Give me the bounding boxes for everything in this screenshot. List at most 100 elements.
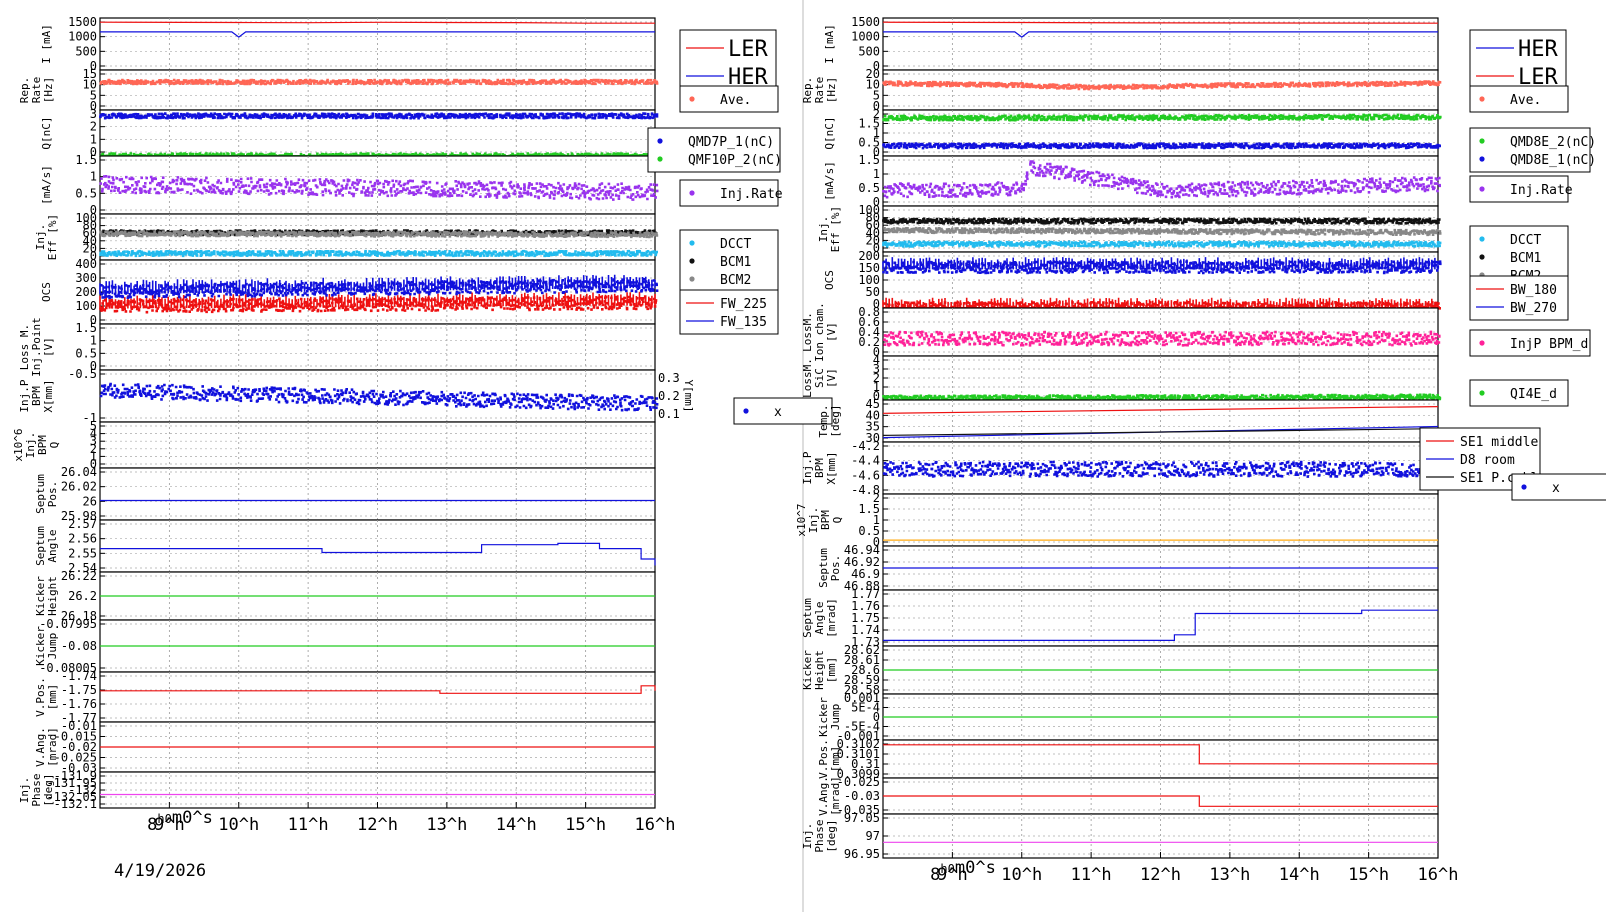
series-dots-bw-270 xyxy=(882,257,1442,275)
y-axis-label: Pos. xyxy=(46,481,59,508)
y2-axis-label: Y[mm] xyxy=(682,379,695,412)
y-axis-label: Rep. xyxy=(18,77,31,104)
x-axis-left: 8h0m0^s9^h 10^h 11^h 12^h 13^h 14^h 15^h 16^h xyxy=(99,802,675,835)
y-axis-label: Temp. xyxy=(817,404,830,437)
series-dots-dcct xyxy=(99,249,659,258)
legend-swatch-dot xyxy=(1479,254,1485,260)
panel-inj-rate: 1.5 1 0.5 0 [mA/s] xyxy=(40,153,659,217)
y-axis-label: Septum xyxy=(801,598,814,638)
y-tick-label: 1 xyxy=(873,167,880,181)
y-tick-label: 28.61 xyxy=(844,653,880,667)
legend-box: Inj.Rate xyxy=(679,179,783,207)
y-tick-label: 0.5 xyxy=(75,346,97,360)
legend-box: x xyxy=(1511,473,1606,501)
legend-swatch-dot xyxy=(1479,236,1485,242)
y-tick-label: 40 xyxy=(83,234,97,248)
y-axis-label: Inj. xyxy=(807,507,820,534)
legend-frame xyxy=(733,397,833,425)
legend-swatch-dot xyxy=(689,190,695,196)
y-axis-label: Inj. xyxy=(801,823,814,850)
y-tick-label: 200 xyxy=(75,285,97,299)
x-tick-label: 10^h xyxy=(218,815,259,835)
y-tick-label: 1.73 xyxy=(851,635,880,649)
series-line-her xyxy=(883,31,1438,38)
x-tick-label: 12^h xyxy=(1140,865,1181,885)
legend-label: DCCT xyxy=(720,237,751,252)
y-axis-label: [deg] xyxy=(42,773,55,806)
legend-frame xyxy=(1469,175,1569,203)
series-line-septum-angle xyxy=(883,609,1438,641)
series-line-ler xyxy=(99,21,655,24)
y-tick-label: -0.08005 xyxy=(39,661,97,675)
series-dots-inj-rate xyxy=(882,160,1441,199)
legend-frame xyxy=(679,179,779,207)
y-tick-label: 97.05 xyxy=(844,811,880,825)
y-axis-label: Rate xyxy=(813,77,826,104)
series-marks xyxy=(99,230,659,239)
series-line-ler xyxy=(882,21,1439,24)
legend-label: Ave. xyxy=(1510,93,1541,108)
x-tick-label: 16^h xyxy=(1418,865,1459,885)
legend-frame xyxy=(1511,473,1606,501)
y-tick-label: 0.5 xyxy=(858,524,880,538)
y-axis-label: Q xyxy=(48,442,61,449)
series-dots-inj-rate xyxy=(99,175,659,201)
y-tick-label: -0.5 xyxy=(68,367,97,381)
legend-box: DCCT BCM1 BCM2 xyxy=(679,229,779,293)
y-tick-label: 10 xyxy=(866,78,880,92)
y-tick-label: 0.2 xyxy=(858,335,880,349)
series-line-her xyxy=(100,31,655,38)
y-tick-label: 0.8 xyxy=(858,305,880,319)
y-tick-label: -1.77 xyxy=(61,711,97,725)
panel-v-ang: -0.025-0.03-0.035 V.Ang. [mrad] xyxy=(817,775,1439,817)
y-tick-label: 1 xyxy=(873,380,880,394)
y2-tick-label: 0.1 xyxy=(658,407,680,421)
y-tick-label: 1.76 xyxy=(851,599,880,613)
y-tick-label: 26 xyxy=(83,494,97,508)
series-marks xyxy=(882,460,1442,478)
y-axis-label: Kicker xyxy=(34,626,47,666)
x-tick-label: 11^h xyxy=(288,815,329,835)
legend-label: DCCT xyxy=(1510,233,1541,248)
y-axis-label: Height xyxy=(46,576,59,616)
legend-label: QMD7P_1(nC) xyxy=(688,135,774,150)
y-axis-label: Septum xyxy=(817,548,830,588)
y-axis-label: [mA/s] xyxy=(823,161,836,201)
y-tick-label: 2 xyxy=(873,107,880,121)
y-tick-label: 30 xyxy=(866,431,880,445)
y-axis-label: Eff [%] xyxy=(46,214,59,260)
legend-label: BW_270 xyxy=(1510,301,1557,316)
y-tick-label: 1.74 xyxy=(851,623,880,637)
series-spikes xyxy=(99,274,656,295)
y-tick-label: 500 xyxy=(75,44,97,58)
y-axis-label: V.Pos. xyxy=(817,739,830,779)
legend-box: Ave. xyxy=(1469,85,1569,113)
legend-label: Inj.Rate xyxy=(720,187,783,202)
y-tick-label: -1.75 xyxy=(61,683,97,697)
y-tick-label: 46.92 xyxy=(844,555,880,569)
y-tick-label: 1 xyxy=(873,126,880,140)
panel-septum-angle: 2.572.562.552.54 Septum Angle xyxy=(34,517,656,575)
y-tick-label: 2.57 xyxy=(68,517,97,531)
y-tick-label: 0 xyxy=(873,710,880,724)
y-tick-label: 0 xyxy=(90,359,97,373)
y-tick-label: 0 xyxy=(873,389,880,403)
y-axis-label: [mA/s] xyxy=(40,165,53,205)
legend-label: x xyxy=(1552,481,1560,496)
y-tick-label: 1 xyxy=(90,132,97,146)
y-axis-label: BPM xyxy=(819,510,832,530)
y-tick-label: 28.58 xyxy=(844,683,880,697)
x-tick-label: 8h0m0^s xyxy=(147,808,213,835)
x-tick-label: 12^h xyxy=(357,815,398,835)
series-dots-qmd8e-2-nc- xyxy=(882,113,1442,122)
legend-swatch-dot xyxy=(1479,340,1485,346)
y2-tick-label: 0.3 xyxy=(658,371,680,385)
y-tick-label: -0.015 xyxy=(54,730,97,744)
